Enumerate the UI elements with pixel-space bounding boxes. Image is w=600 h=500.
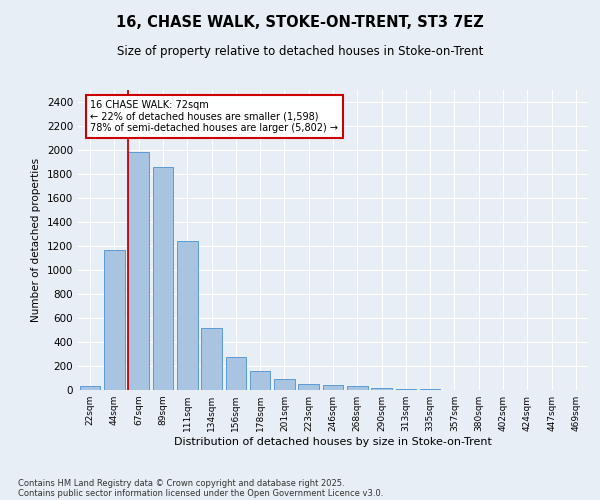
X-axis label: Distribution of detached houses by size in Stoke-on-Trent: Distribution of detached houses by size … xyxy=(174,437,492,447)
Bar xyxy=(104,250,125,390)
Bar xyxy=(177,241,197,390)
Text: 16, CHASE WALK, STOKE-ON-TRENT, ST3 7EZ: 16, CHASE WALK, STOKE-ON-TRENT, ST3 7EZ xyxy=(116,15,484,30)
Bar xyxy=(152,167,173,390)
Bar xyxy=(128,152,149,390)
Text: Contains public sector information licensed under the Open Government Licence v3: Contains public sector information licen… xyxy=(18,488,383,498)
Bar xyxy=(323,385,343,390)
Bar xyxy=(201,328,222,390)
Text: Size of property relative to detached houses in Stoke-on-Trent: Size of property relative to detached ho… xyxy=(117,45,483,58)
Bar xyxy=(371,388,392,390)
Bar xyxy=(347,386,368,390)
Bar xyxy=(274,379,295,390)
Y-axis label: Number of detached properties: Number of detached properties xyxy=(31,158,41,322)
Bar xyxy=(250,372,271,390)
Bar xyxy=(298,384,319,390)
Bar xyxy=(395,389,416,390)
Text: Contains HM Land Registry data © Crown copyright and database right 2025.: Contains HM Land Registry data © Crown c… xyxy=(18,478,344,488)
Text: 16 CHASE WALK: 72sqm
← 22% of detached houses are smaller (1,598)
78% of semi-de: 16 CHASE WALK: 72sqm ← 22% of detached h… xyxy=(91,100,338,133)
Bar xyxy=(80,386,100,390)
Bar xyxy=(226,357,246,390)
